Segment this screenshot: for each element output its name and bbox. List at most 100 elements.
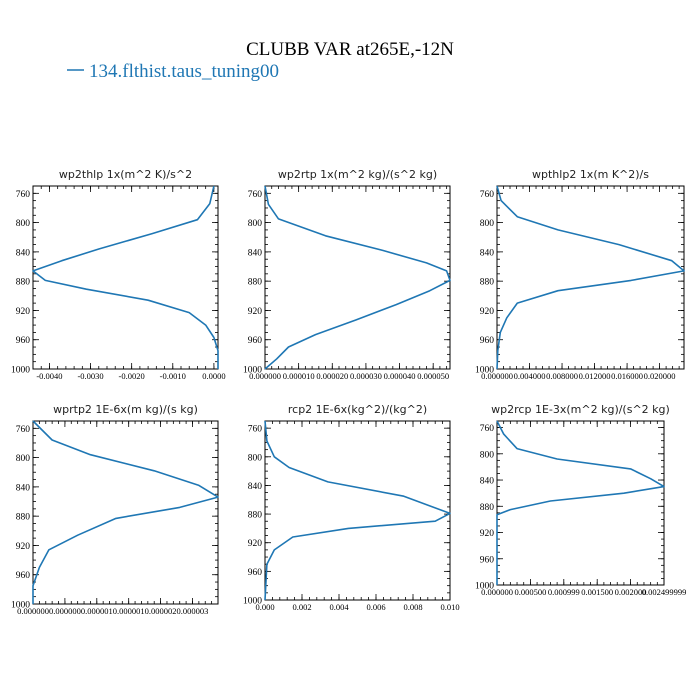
x-tick-label: 0.0000 [202,371,225,381]
y-tick-label: 760 [480,424,495,434]
x-tick-label: 0.012000 [579,371,611,381]
x-tick-label: 0.000000 [49,606,81,616]
y-tick-label: 760 [248,425,263,435]
y-tick-label: 920 [248,307,263,317]
panel-title: wp2rtp 1x(m^2 kg)/(s^2 kg) [278,168,437,181]
legend: 134.flthist.taus_tuning00 [67,61,279,82]
panel-title: wp2thlp 1x(m^2 K)/s^2 [59,168,192,181]
x-tick-label: 0.000000 [249,371,281,381]
x-tick-label: 0.004000 [514,371,546,381]
y-tick-label: 880 [480,503,495,513]
panel-6: wp2rcp 1E-3x(m^2 kg)/(s^2 kg) 760 800 840 88… [475,403,686,597]
x-tick-label: 0.000050 [417,371,449,381]
y-tick-label: 880 [480,278,495,288]
y-tick-label: 1000 [11,366,30,376]
y-tick-label: 960 [248,568,263,578]
plot-frame [496,185,685,370]
y-tick-label: 760 [16,425,31,435]
x-tick-label: 0.002000 [615,587,647,597]
x-tick-label: 0.004 [329,602,349,612]
panel-3: wpthlp2 1x(m K^2)/s 760 800 840 880 920 960 100… [475,168,685,381]
plot-frame [32,185,219,370]
y-tick-label: 960 [16,336,31,346]
y-tick-label: 960 [480,336,495,346]
y-tick-label: 800 [248,453,263,463]
x-tick-label: 0.000500 [514,587,546,597]
y-tick-label: 880 [248,511,263,521]
y-tick-label: 960 [16,571,31,581]
x-tick-label: 0.000999 [548,587,580,597]
y-tick-label: 800 [480,450,495,460]
y-tick-label: 800 [16,219,31,229]
y-tick-label: 840 [248,482,263,492]
y-tick-label: 840 [16,483,31,493]
x-tick-label: 0.020000 [644,371,676,381]
x-tick-label: 0.000020 [316,371,348,381]
y-tick-label: 1000 [243,366,262,376]
panel-4: wprtp2 1E-6x(m kg)/(s kg) 760 800 840 880 920… [11,403,219,616]
plot-frame [264,185,451,370]
y-tick-label: 1000 [243,597,262,607]
x-tick-label: -0.0040 [36,371,62,381]
x-tick-label: 0.008000 [546,371,578,381]
panel-5: rcp2 1E-6x(kg^2)/(kg^2) 760 800 840 880 920 96… [243,403,460,612]
series-line [496,420,665,585]
panel-2: wp2rtp 1x(m^2 kg)/(s^2 kg) 760 800 840 880 92… [243,168,451,381]
x-tick-label: 0.000030 [350,371,382,381]
series-line [264,185,451,370]
legend-label: 134.flthist.taus_tuning00 [89,61,279,82]
figure-title: CLUBB VAR at265E,-12N [246,39,454,60]
y-tick-label: 880 [16,278,31,288]
y-tick-label: 920 [16,542,31,552]
x-tick-label: -0.0010 [160,371,186,381]
x-tick-label: 0.000040 [384,371,416,381]
panel-title: rcp2 1E-6x(kg^2)/(kg^2) [288,403,427,416]
y-tick-label: 760 [248,190,263,200]
y-tick-label: 800 [480,219,495,229]
y-tick-label: 960 [480,555,495,565]
series-line [32,185,219,369]
x-tick-label: 0.000002 [145,606,177,616]
panel-title: wpthlp2 1x(m K^2)/s [532,168,649,181]
x-tick-label: 0.000 [255,602,274,612]
x-tick-label: 0.016000 [611,371,643,381]
y-tick-label: 1000 [11,601,30,611]
y-tick-label: 840 [248,248,263,258]
y-tick-label: 920 [480,307,495,317]
x-tick-label: 0.001500 [581,587,613,597]
y-tick-label: 880 [16,513,31,523]
y-tick-label: 920 [16,307,31,317]
x-tick-label: 0.002499999 [642,587,687,597]
y-tick-label: 960 [248,336,263,346]
y-tick-label: 920 [480,529,495,539]
series-line [264,420,451,601]
x-tick-label: 0.010 [440,602,459,612]
y-tick-label: 840 [480,248,495,258]
plot-frame [496,420,665,586]
x-tick-label: 0.006 [366,602,385,612]
plot-frame [32,420,219,605]
x-tick-label: -0.0020 [119,371,145,381]
panel-title: wp2rcp 1E-3x(m^2 kg)/(s^2 kg) [491,403,670,416]
panel-title: wprtp2 1E-6x(m kg)/(s kg) [53,403,198,416]
x-tick-label: 0.000000 [481,587,513,597]
y-tick-label: 800 [248,219,263,229]
y-tick-label: 760 [16,190,31,200]
y-tick-label: 920 [248,539,263,549]
series-line [32,420,219,604]
y-tick-label: 760 [480,190,495,200]
series-line [496,185,685,370]
x-tick-label: 0.000003 [177,606,209,616]
x-tick-label: 0.000010 [283,371,315,381]
x-tick-label: 0.000001 [81,606,113,616]
x-tick-label: 0.000000 [17,606,49,616]
x-tick-label: -0.0030 [77,371,103,381]
y-tick-label: 840 [16,248,31,258]
x-tick-label: 0.000000 [481,371,513,381]
panel-1: wp2thlp 1x(m^2 K)/s^2 760 800 840 880 920 960 1… [11,168,226,381]
panels-container: wp2thlp 1x(m^2 K)/s^2 760 800 840 880 920 960 1… [11,168,686,616]
x-tick-label: 0.000001 [113,606,145,616]
x-tick-label: 0.002 [292,602,311,612]
x-tick-label: 0.008 [403,602,422,612]
